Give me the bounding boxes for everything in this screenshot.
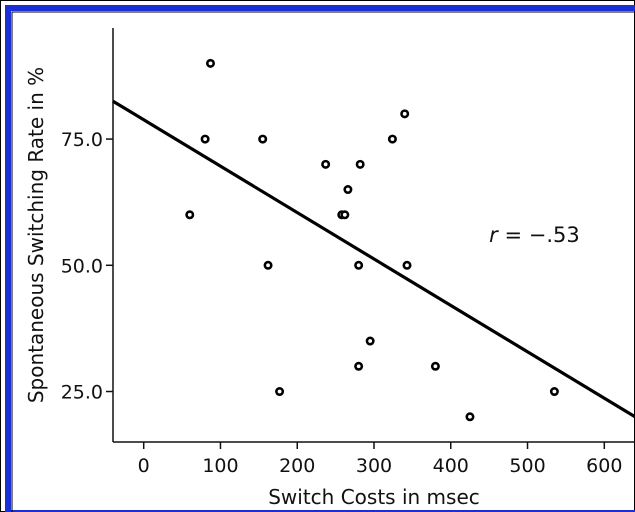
data-point xyxy=(430,361,440,371)
correlation-annotation: r = −.53 xyxy=(489,223,580,247)
x-axis-title: Switch Costs in msec xyxy=(268,485,480,509)
data-point xyxy=(343,185,353,195)
x-tick-label: 400 xyxy=(433,455,469,477)
data-point xyxy=(365,336,375,346)
y-tick-label: 50.0 xyxy=(61,255,103,277)
x-tick-label: 200 xyxy=(279,455,315,477)
data-point xyxy=(549,387,559,397)
data-point xyxy=(402,260,412,270)
data-point xyxy=(185,210,195,220)
data-point xyxy=(465,412,475,422)
data-point xyxy=(200,134,210,144)
data-point xyxy=(340,210,350,220)
data-point xyxy=(354,361,364,371)
regression-line xyxy=(112,99,635,419)
x-tick-label: 500 xyxy=(509,455,545,477)
data-point xyxy=(258,134,268,144)
data-point xyxy=(263,260,273,270)
data-point xyxy=(400,109,410,119)
data-point xyxy=(321,159,331,169)
x-ticks: 0 100 200 300 400 500 600 xyxy=(138,442,622,477)
x-tick-label: 100 xyxy=(202,455,238,477)
data-point xyxy=(205,58,215,68)
y-axis-title: Spontaneous Switching Rate in % xyxy=(24,67,48,403)
x-tick-label: 300 xyxy=(356,455,392,477)
y-tick-label: 75.0 xyxy=(61,129,103,151)
data-point xyxy=(354,260,364,270)
data-point xyxy=(387,134,397,144)
y-tick-label: 25.0 xyxy=(61,382,103,404)
x-tick-label: 0 xyxy=(138,455,150,477)
data-points xyxy=(185,58,559,422)
data-point xyxy=(275,387,285,397)
y-ticks: 25.0 50.0 75.0 xyxy=(61,129,113,404)
correlation-symbol: r xyxy=(489,223,499,247)
correlation-value: = −.53 xyxy=(498,223,580,247)
inner-border xyxy=(11,11,635,512)
x-tick-label: 600 xyxy=(586,455,622,477)
data-point xyxy=(355,159,365,169)
blue-frame xyxy=(5,5,635,512)
